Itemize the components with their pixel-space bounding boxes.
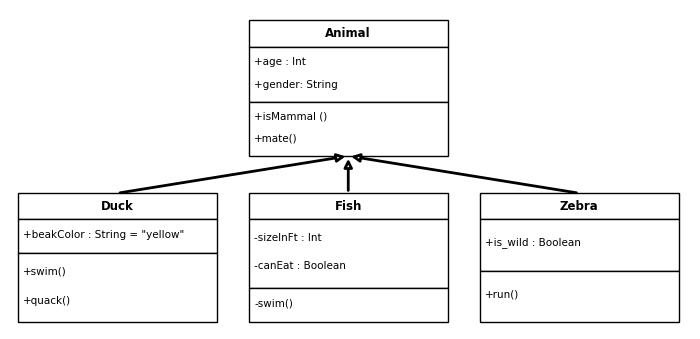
Text: +swim(): +swim() bbox=[23, 267, 66, 277]
Bar bbox=[248, 219, 448, 288]
Bar bbox=[18, 253, 217, 322]
Bar bbox=[18, 193, 217, 219]
Bar bbox=[248, 47, 448, 102]
Bar bbox=[480, 271, 679, 322]
Text: +beakColor : String = "yellow": +beakColor : String = "yellow" bbox=[23, 230, 184, 240]
Text: +is_wild : Boolean: +is_wild : Boolean bbox=[485, 237, 581, 248]
Text: Fish: Fish bbox=[335, 200, 362, 213]
Text: +gender: String: +gender: String bbox=[254, 80, 338, 90]
Text: -canEat : Boolean: -canEat : Boolean bbox=[254, 261, 346, 271]
Bar bbox=[248, 20, 448, 47]
Text: Animal: Animal bbox=[326, 27, 371, 40]
Bar bbox=[248, 288, 448, 322]
Bar bbox=[18, 219, 217, 253]
Bar bbox=[480, 193, 679, 219]
Bar bbox=[248, 193, 448, 219]
Text: +mate(): +mate() bbox=[254, 134, 298, 144]
Text: Duck: Duck bbox=[101, 200, 134, 213]
Text: +run(): +run() bbox=[485, 290, 519, 299]
Bar bbox=[480, 219, 679, 271]
Text: +age : Int: +age : Int bbox=[254, 57, 306, 67]
Text: +quack(): +quack() bbox=[23, 296, 71, 305]
Text: -sizeInFt : Int: -sizeInFt : Int bbox=[254, 233, 322, 243]
Text: +isMammal (): +isMammal () bbox=[254, 112, 328, 121]
Bar bbox=[248, 102, 448, 156]
Text: -swim(): -swim() bbox=[254, 299, 293, 308]
Text: Zebra: Zebra bbox=[560, 200, 598, 213]
